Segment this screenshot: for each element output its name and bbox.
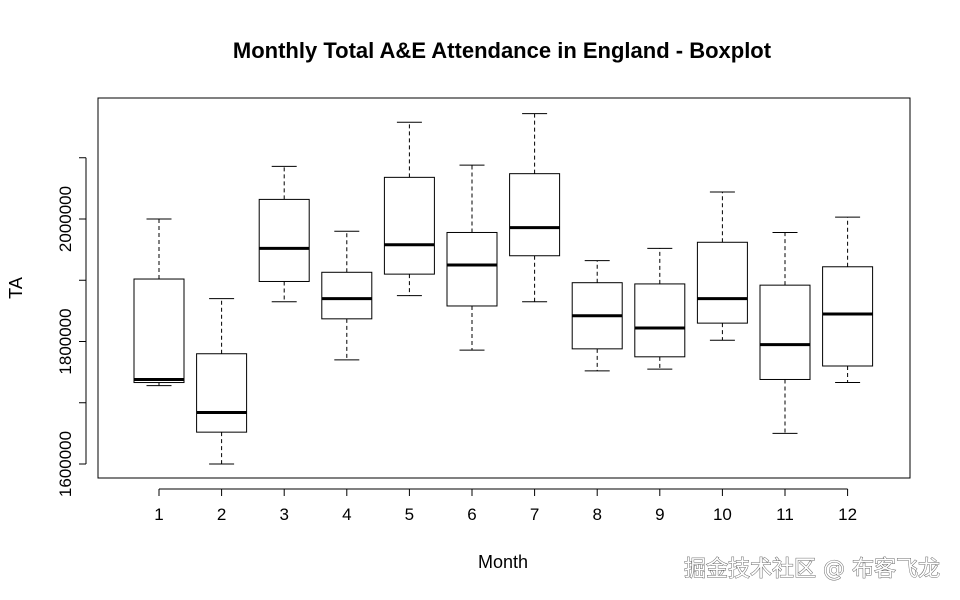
y-axis-label: TA (6, 277, 26, 299)
chart-title: Monthly Total A&E Attendance in England … (233, 38, 772, 63)
iqr-box (258, 198, 310, 282)
iqr-box (133, 278, 185, 384)
iqr-box (196, 353, 248, 433)
box-series (133, 113, 874, 465)
x-axis: 1 2 3 4 5 6 7 8 9 10 11 12 (154, 488, 857, 524)
iqr-box (696, 241, 748, 324)
box-month-11 (759, 231, 811, 434)
iqr-box (634, 283, 686, 358)
x-tick-label: 2 (217, 505, 226, 524)
x-tick-label: 3 (279, 505, 288, 524)
plot-frame (97, 97, 911, 479)
x-tick-label: 12 (838, 505, 857, 524)
y-tick-label: 1800000 (56, 308, 75, 374)
iqr-box (446, 231, 498, 307)
box-month-9 (634, 247, 686, 370)
x-tick-label: 9 (655, 505, 664, 524)
box-month-4 (321, 230, 373, 361)
iqr-box (383, 176, 435, 275)
x-tick-label: 7 (530, 505, 539, 524)
iqr-box (509, 173, 561, 257)
y-axis: 1600000 1800000 2000000 (56, 157, 87, 497)
box-month-3 (258, 165, 310, 303)
x-tick-label: 5 (405, 505, 414, 524)
x-tick-label: 6 (467, 505, 476, 524)
box-month-12 (822, 216, 874, 384)
box-month-1 (133, 218, 185, 387)
iqr-box (321, 271, 373, 320)
box-month-2 (196, 298, 248, 465)
x-tick-label: 4 (342, 505, 351, 524)
box-month-8 (571, 260, 623, 372)
y-tick-label: 2000000 (56, 186, 75, 252)
y-tick-label: 1600000 (56, 431, 75, 497)
box-month-10 (696, 191, 748, 341)
box-month-7 (509, 113, 561, 303)
iqr-box (822, 266, 874, 367)
iqr-box (759, 284, 811, 380)
x-tick-label: 1 (154, 505, 163, 524)
x-tick-label: 10 (713, 505, 732, 524)
box-month-6 (446, 164, 498, 351)
x-axis-label: Month (478, 552, 528, 572)
x-tick-label: 8 (592, 505, 601, 524)
watermark-text: 掘金技术社区 @ 布客飞龙 (684, 557, 940, 582)
x-tick-label: 11 (776, 505, 794, 524)
box-month-5 (383, 121, 435, 297)
